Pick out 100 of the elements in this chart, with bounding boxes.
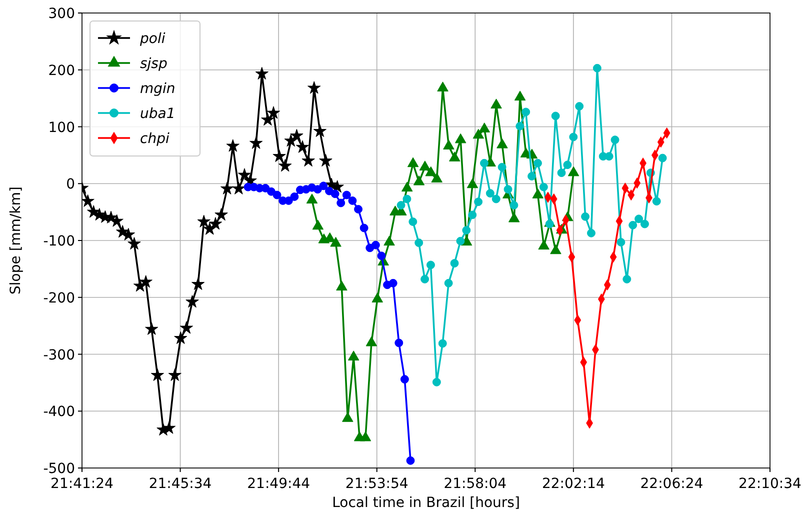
- point: [550, 244, 562, 254]
- point: [444, 278, 453, 288]
- x-tick-label: 22:10:34: [738, 476, 802, 492]
- point: [456, 236, 465, 246]
- point: [336, 280, 348, 290]
- point: [426, 260, 435, 270]
- point: [272, 149, 286, 162]
- point: [306, 194, 318, 204]
- point: [413, 175, 425, 186]
- point: [372, 292, 383, 302]
- point: [290, 128, 304, 142]
- point: [366, 336, 378, 346]
- point: [414, 238, 424, 248]
- point: [384, 236, 395, 246]
- point: [308, 81, 321, 94]
- point: [302, 154, 315, 167]
- point: [296, 140, 310, 153]
- x-tick-label: 21:45:34: [148, 476, 212, 492]
- legend-label: chpi: [140, 131, 170, 147]
- point: [557, 168, 566, 178]
- x-tick-label: 21:53:54: [345, 476, 408, 492]
- point: [640, 220, 649, 228]
- point: [522, 108, 530, 116]
- point: [150, 368, 164, 381]
- point: [226, 139, 240, 152]
- y-tick-label: 100: [48, 120, 75, 136]
- point: [330, 190, 340, 198]
- x-axis-title: Local time in Brazil [hours]: [332, 495, 520, 511]
- point: [191, 277, 205, 290]
- point: [581, 212, 590, 221]
- point: [539, 182, 548, 192]
- point: [82, 194, 94, 207]
- point: [388, 278, 398, 288]
- point: [377, 252, 386, 260]
- point: [313, 185, 322, 194]
- point: [658, 154, 667, 162]
- y-tick-label: -300: [43, 347, 75, 364]
- x-tick-label: 21:49:44: [247, 476, 310, 492]
- point: [449, 152, 460, 162]
- point: [420, 274, 430, 284]
- point: [284, 134, 298, 147]
- point: [532, 188, 544, 198]
- point: [278, 159, 292, 172]
- point: [360, 431, 372, 442]
- point: [232, 182, 246, 194]
- point: [510, 201, 518, 210]
- point: [255, 66, 268, 80]
- point: [408, 218, 418, 226]
- point: [220, 182, 234, 194]
- y-tick-label: -400: [43, 404, 75, 420]
- point: [360, 224, 368, 232]
- point: [610, 136, 620, 144]
- point: [313, 124, 327, 137]
- point: [634, 214, 644, 224]
- point: [432, 378, 441, 386]
- x-tick-label: 21:41:24: [50, 476, 114, 492]
- point: [478, 122, 490, 132]
- point: [174, 331, 188, 344]
- point: [266, 106, 280, 119]
- point: [551, 112, 560, 120]
- y-tick-label: 200: [48, 62, 75, 79]
- point: [186, 295, 199, 308]
- point: [261, 113, 274, 126]
- point: [342, 412, 354, 422]
- point: [486, 189, 494, 198]
- point: [342, 190, 351, 200]
- point: [516, 122, 524, 130]
- point: [145, 322, 158, 335]
- point: [401, 182, 413, 192]
- point: [272, 190, 282, 200]
- point: [514, 90, 526, 101]
- point: [616, 238, 626, 246]
- point: [490, 98, 502, 108]
- point: [336, 198, 346, 208]
- point: [208, 217, 222, 230]
- point: [419, 160, 431, 170]
- point: [402, 194, 412, 204]
- point: [468, 210, 477, 220]
- point: [249, 136, 263, 149]
- point: [238, 168, 252, 181]
- point: [628, 220, 638, 230]
- point: [425, 166, 436, 176]
- point: [371, 240, 380, 250]
- point: [443, 140, 454, 150]
- point: [563, 160, 572, 170]
- point: [545, 220, 554, 228]
- point: [128, 236, 141, 250]
- point: [652, 197, 661, 206]
- point: [319, 182, 328, 190]
- point: [431, 172, 442, 182]
- point: [312, 220, 324, 230]
- point: [348, 196, 357, 205]
- y-tick-label: -200: [43, 290, 75, 306]
- point: [407, 157, 419, 168]
- legend-label: mgin: [140, 81, 176, 97]
- point: [533, 158, 542, 168]
- point: [568, 166, 580, 176]
- y-tick-label: -500: [43, 461, 75, 477]
- point: [162, 421, 176, 434]
- point: [454, 133, 466, 144]
